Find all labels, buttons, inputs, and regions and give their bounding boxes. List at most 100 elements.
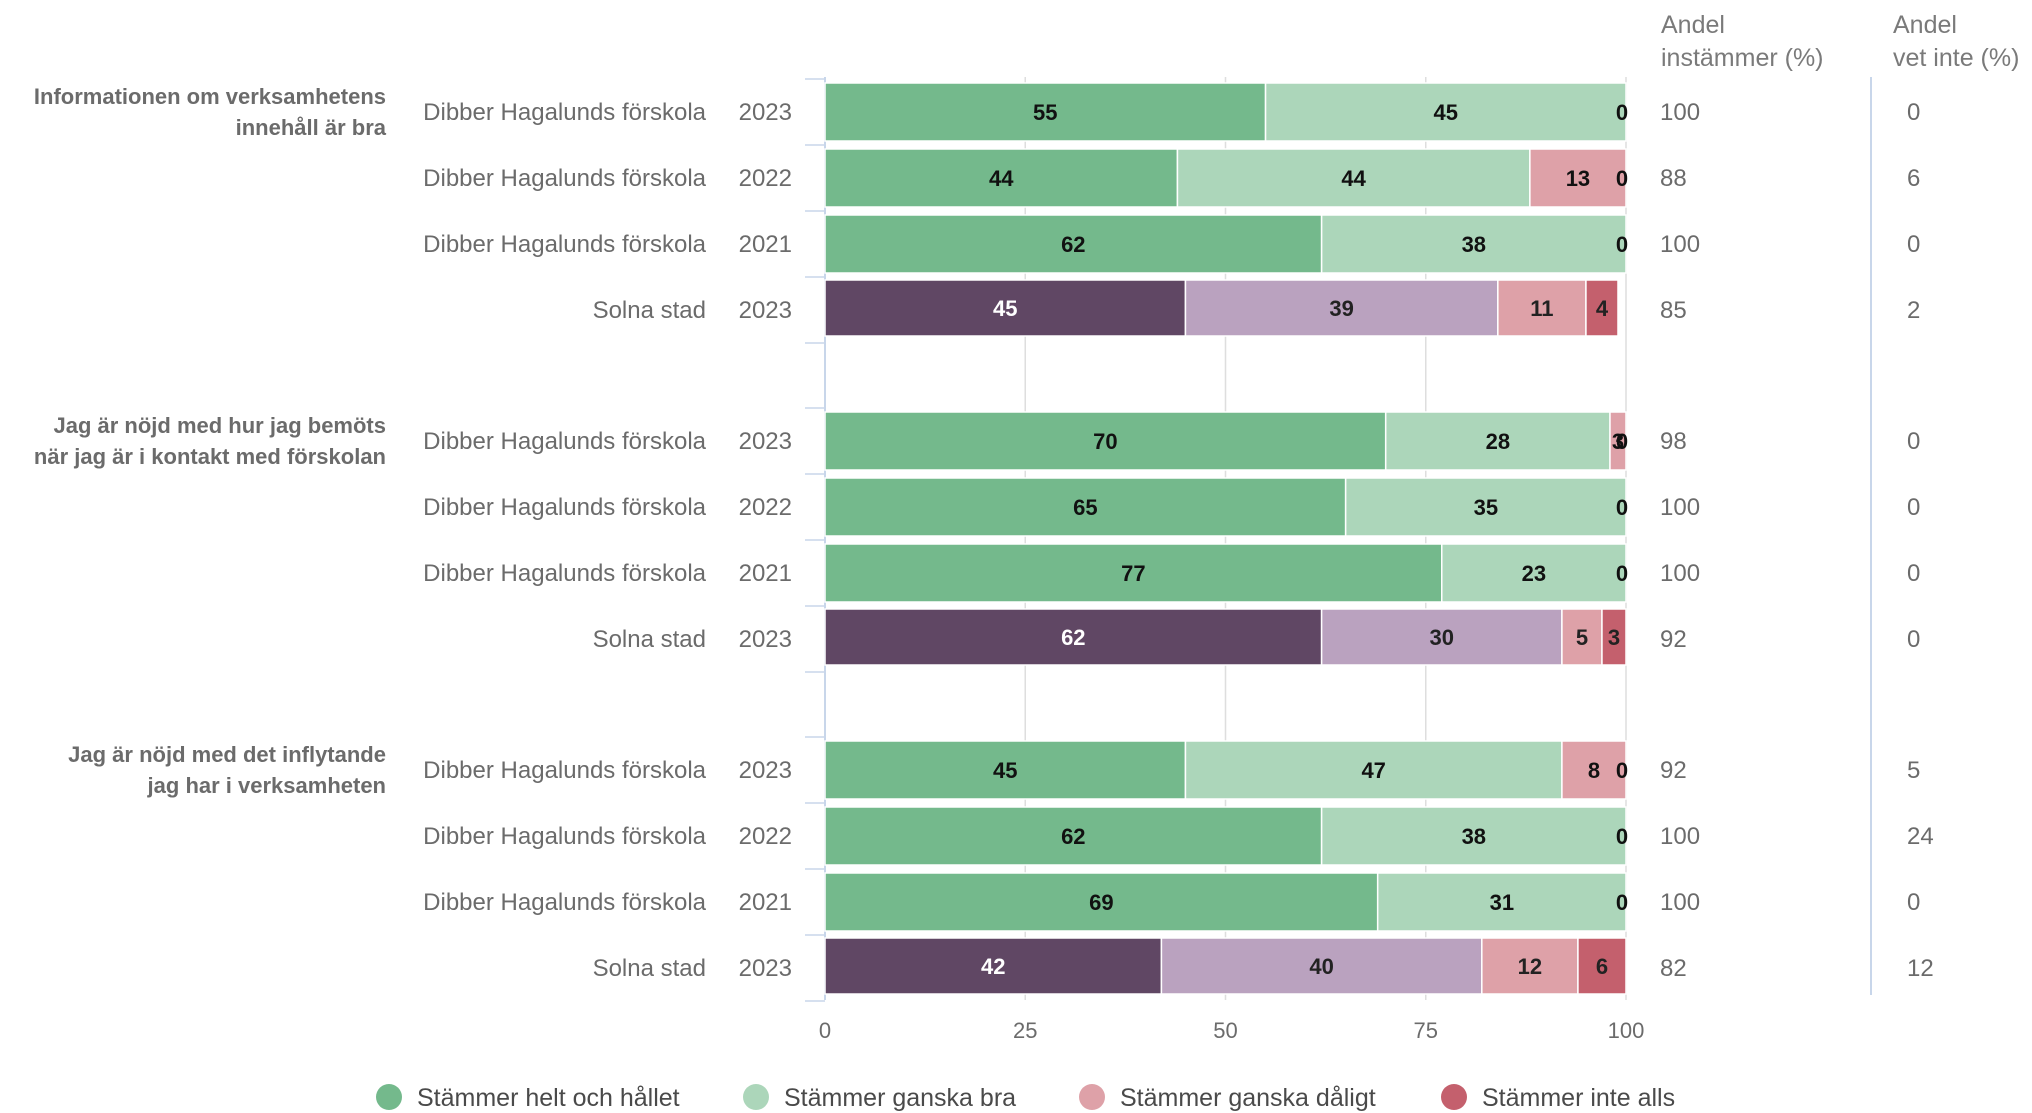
andel-instammer-value: 85 [1660,297,1687,324]
segment-ganska-daligt [1481,937,1579,995]
data-label: 0 [1616,758,1628,783]
segment-helt [824,872,1379,932]
segment-ganska-bra [1184,740,1563,800]
data-label: 42 [981,954,1005,979]
year-label: 2022 [739,165,792,192]
segment-ganska-bra [1384,411,1611,471]
legend-label: Stämmer ganska bra [784,1084,1016,1112]
data-label: 5 [1576,625,1588,650]
organisation-label: Dibber Hagalunds förskola [423,494,706,521]
data-label: 0 [1616,824,1628,849]
data-label: 44 [989,166,1014,191]
data-label: 77 [1121,561,1145,586]
andel-instammer-value: 98 [1660,428,1687,455]
segment-ganska-bra [1441,543,1627,603]
segment-ganska-bra [1320,214,1627,274]
year-label: 2021 [739,231,792,258]
x-tick-label: 75 [1414,1018,1438,1043]
legend: Stämmer helt och hållet Stämmer ganska br… [376,1084,1675,1112]
data-label: 0 [1616,232,1628,257]
segment-helt [824,279,1187,337]
segment-inte-alls [1601,608,1627,666]
data-label: 65 [1073,495,1097,520]
segment-helt [824,411,1387,471]
segment-helt [824,806,1323,866]
andel-vet-inte-value: 0 [1907,626,1920,653]
question-label: jag har i verksamheten [147,773,386,798]
x-tick-label: 25 [1013,1018,1037,1043]
data-label: 69 [1089,890,1113,915]
andel-vet-inte-value: 2 [1907,297,1920,324]
bars-layer [824,82,1627,995]
data-label: 38 [1462,232,1486,257]
andel-vet-inte-value: 12 [1907,955,1934,982]
data-label: 3 [1608,625,1620,650]
year-label: 2022 [739,494,792,521]
segment-ganska-daligt [1609,411,1627,471]
year-label: 2022 [739,823,792,850]
labels-layer: Informationen om verksamhetens innehåll ä… [34,84,1934,982]
segment-inte-alls [1577,937,1627,995]
data-label: 45 [993,296,1017,321]
data-label: 6 [1596,954,1608,979]
andel-vet-inte-value: 0 [1907,494,1920,521]
segment-ganska-bra [1160,937,1483,995]
data-label: 0 [1616,429,1628,454]
segment-ganska-daligt [1497,279,1587,337]
segment-ganska-bra [1344,477,1627,537]
organisation-label: Dibber Hagalunds förskola [423,165,706,192]
year-label: 2023 [739,955,792,982]
andel-vet-inte-header-line2: vet inte (%) [1893,44,2019,72]
andel-vet-inte-header-line1: Andel [1893,11,1957,39]
andel-instammer-value: 88 [1660,165,1687,192]
data-label: 62 [1061,625,1085,650]
segment-helt [824,608,1323,666]
segment-helt [824,82,1267,142]
question-label: Jag är nöjd med det inflytande [68,742,386,767]
organisation-label: Dibber Hagalunds förskola [423,889,706,916]
organisation-label: Solna stad [593,626,706,653]
andel-instammer-value: 100 [1660,494,1700,521]
legend-label: Stämmer helt och hållet [417,1084,680,1112]
data-label: 38 [1462,824,1486,849]
data-label: 4 [1596,296,1609,321]
segment-helt [824,740,1187,800]
segment-ganska-bra [1376,872,1627,932]
andel-instammer-value: 82 [1660,955,1687,982]
data-label: 0 [1616,100,1628,125]
x-tick-label: 50 [1213,1018,1237,1043]
andel-vet-inte-value: 24 [1907,823,1934,850]
data-label: 70 [1093,429,1117,454]
data-label: 30 [1430,625,1454,650]
data-label: 35 [1474,495,1498,520]
segment-helt [824,543,1443,603]
segment-ganska-daligt [1561,740,1627,800]
data-label: 62 [1061,824,1085,849]
data-label: 39 [1329,296,1353,321]
question-label: när jag är i kontakt med förskolan [34,444,386,469]
legend-marker [376,1084,402,1110]
segment-inte-alls [1585,279,1619,337]
data-label: 45 [993,758,1017,783]
segment-helt [824,937,1163,995]
organisation-label: Dibber Hagalunds förskola [423,757,706,784]
andel-instammer-value: 100 [1660,99,1700,126]
organisation-label: Solna stad [593,955,706,982]
andel-instammer-value: 92 [1660,757,1687,784]
andel-instammer-value: 100 [1660,231,1700,258]
legend-marker [743,1084,769,1110]
year-label: 2023 [739,297,792,324]
year-label: 2023 [739,428,792,455]
andel-instammer-header-line2: instämmer (%) [1661,44,1824,72]
data-label: 12 [1518,954,1542,979]
column-headers: Andel instämmer (%) Andel vet inte (%) [1661,11,2019,72]
year-label: 2021 [739,889,792,916]
data-label: 55 [1033,100,1057,125]
year-label: 2021 [739,560,792,587]
question-label: Jag är nöjd med hur jag bemöts [53,413,386,438]
legend-label: Stämmer ganska dåligt [1120,1084,1376,1112]
data-label: 31 [1490,890,1514,915]
data-label: 0 [1616,495,1628,520]
segment-ganska-bra [1184,279,1499,337]
organisation-label: Dibber Hagalunds förskola [423,99,706,126]
